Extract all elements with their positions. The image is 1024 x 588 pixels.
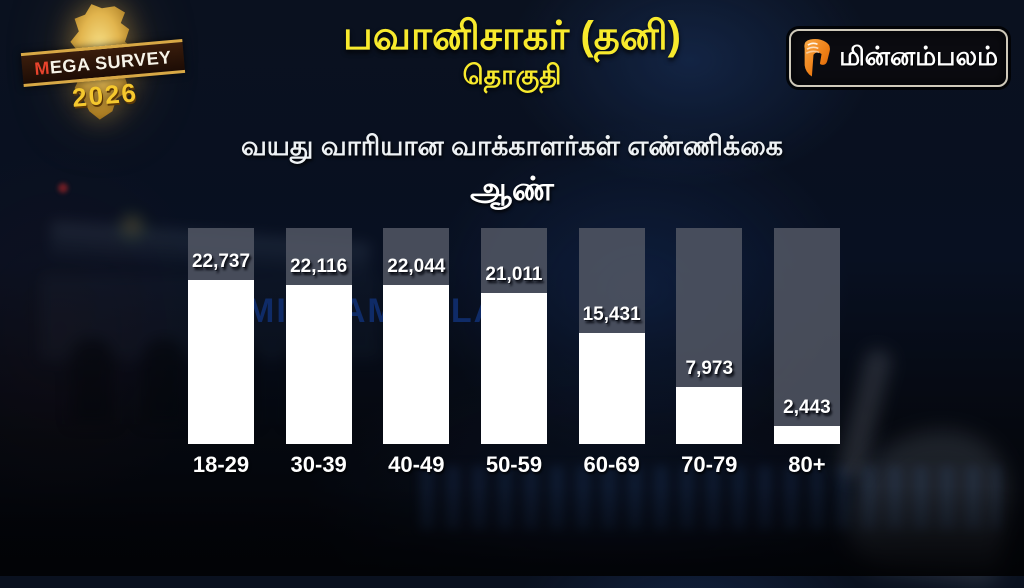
bar-value-label: 22,737 xyxy=(191,251,251,272)
bar-column: 15,431 60-69 xyxy=(578,228,645,477)
bar-fill xyxy=(285,285,352,444)
bottom-fade xyxy=(0,486,1024,576)
minnambalam-m-icon xyxy=(804,39,830,77)
bar-category-label: 40-49 xyxy=(388,452,445,477)
channel-logo-badge: மின்னம்பலம் xyxy=(789,29,1008,87)
government-emblem xyxy=(118,212,146,246)
constituency-title: பவானிசாகர் (தனி) xyxy=(343,14,681,58)
gender-label: ஆண் xyxy=(470,170,554,207)
bar-chart: 22,737 18-29 22,116 30-39 22,044 40-49 21,011 5… xyxy=(188,228,840,477)
bar-track: 21,011 xyxy=(480,228,547,444)
bar-value-label: 7,973 xyxy=(685,358,734,379)
bar-track: 22,116 xyxy=(285,228,352,444)
bar-column: 2,443 80+ xyxy=(773,228,840,477)
bar-category-label: 70-79 xyxy=(681,452,738,477)
bar-track: 2,443 xyxy=(773,228,840,444)
bar-track: 22,737 xyxy=(188,228,254,444)
bar-track: 22,044 xyxy=(383,228,450,444)
bar-column: 22,116 30-39 xyxy=(285,228,352,477)
bar-fill xyxy=(188,280,254,444)
bar-fill xyxy=(676,387,743,444)
bar-track: 15,431 xyxy=(578,228,645,444)
bar-value-label: 2,443 xyxy=(783,397,831,418)
title-block: பவானிசாகர் (தனி) தொகுதி xyxy=(212,14,812,95)
bar-value-label: 22,044 xyxy=(387,256,446,277)
voter-hand-image xyxy=(842,417,1017,588)
constituency-subtitle: தொகுதி xyxy=(462,60,562,90)
bar-column: 22,044 40-49 xyxy=(383,228,450,477)
bar-fill xyxy=(578,333,645,444)
mega-survey-logo: MEGA SURVEY 2026 xyxy=(20,2,190,130)
bar-value-label: 15,431 xyxy=(582,304,641,325)
bar-category-label: 80+ xyxy=(788,452,826,477)
bar-fill xyxy=(383,285,450,444)
bar-category-label: 18-29 xyxy=(192,452,250,477)
bar-track: 7,973 xyxy=(676,228,743,444)
bar-fill xyxy=(773,426,840,444)
bar-category-label: 30-39 xyxy=(290,452,347,477)
bar-column: 22,737 18-29 xyxy=(188,228,254,477)
chart-heading: வயது வாரியான வாக்காளர்கள் எண்ணிக்கை xyxy=(240,131,784,161)
bar-category-label: 50-59 xyxy=(485,452,543,477)
channel-name: மின்னம்பலம் xyxy=(839,41,998,71)
bar-column: 21,011 50-59 xyxy=(480,228,547,477)
bar-value-label: 21,011 xyxy=(485,264,543,285)
bar-column: 7,973 70-79 xyxy=(676,228,743,477)
bar-category-label: 60-69 xyxy=(583,452,640,477)
bar-value-label: 22,116 xyxy=(290,256,348,277)
bar-fill xyxy=(480,293,547,444)
